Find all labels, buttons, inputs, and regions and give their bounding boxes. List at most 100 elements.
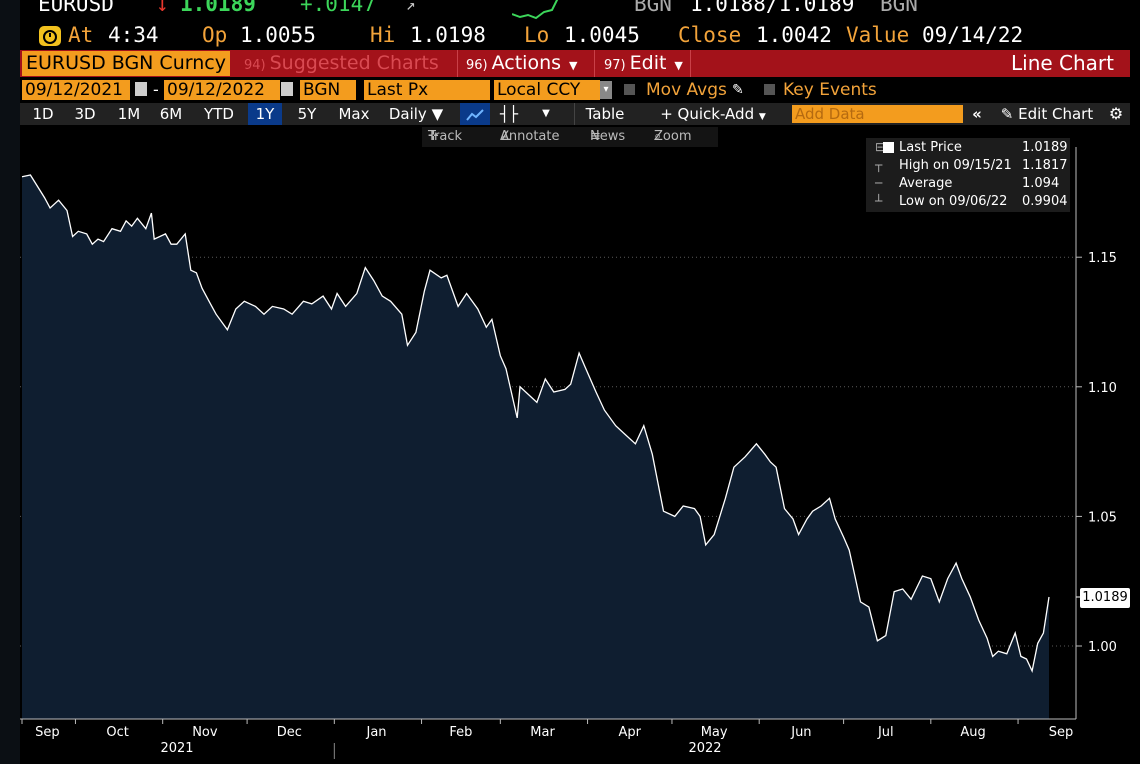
annotate-icon: ∠ xyxy=(500,129,512,144)
chevron-down-icon[interactable]: ▾ xyxy=(600,81,612,99)
toolbar-divider xyxy=(574,103,575,125)
start-date-field[interactable]: 09/12/2021 xyxy=(22,80,130,100)
plus-icon: + xyxy=(660,105,673,123)
security-field[interactable]: EURUSD BGN Curncy xyxy=(22,51,230,76)
high-marker-icon: ┬ xyxy=(875,158,883,172)
y-tick-label: 1.05 xyxy=(1088,510,1117,525)
price-change: +.0147 xyxy=(300,0,376,16)
x-tick-label: May xyxy=(701,725,728,740)
last-price-tag: 1.0189 xyxy=(1080,588,1130,608)
actions-menu[interactable]: 96) Actions ▼ xyxy=(466,50,578,77)
high-value: 1.0198 xyxy=(410,23,486,47)
menu-divider xyxy=(690,50,691,77)
last-price: 1.0189 xyxy=(180,0,256,16)
period-6m[interactable]: 6M xyxy=(159,105,183,123)
key-events-checkbox[interactable] xyxy=(764,84,775,95)
edit-chart-button[interactable]: ✎ Edit Chart xyxy=(992,103,1102,125)
period-1y[interactable]: 1Y xyxy=(248,103,282,125)
suggested-charts-button[interactable]: 94) Suggested Charts xyxy=(244,50,439,77)
value-date: 09/14/22 xyxy=(922,23,1024,47)
legend-average-row: ─ Average 1.094 xyxy=(866,175,1070,192)
chevron-down-icon[interactable]: ▼ xyxy=(542,108,550,119)
period-1d[interactable]: 1D xyxy=(32,105,54,123)
settings-gear-icon[interactable]: ⚙ xyxy=(1108,104,1124,123)
x-tick-label: Oct xyxy=(106,725,128,740)
chart-legend: ⊟ Last Price 1.0189 ┬ High on 09/15/21 1… xyxy=(866,138,1070,212)
x-tick-label: Sep xyxy=(1049,725,1074,740)
open-label: Op xyxy=(202,23,228,47)
calendar-icon[interactable] xyxy=(135,82,147,96)
legend-average-label: Average xyxy=(899,176,953,191)
suggested-charts-label: Suggested Charts xyxy=(269,52,439,74)
period-ytd[interactable]: YTD xyxy=(204,105,234,123)
edit-number: 97) xyxy=(604,58,626,73)
menu-divider xyxy=(594,50,595,77)
legend-last-row: ⊟ Last Price 1.0189 xyxy=(866,139,1070,156)
price-chart[interactable]: 1.15 1.10 1.05 1.00 Sep Oct Nov Dec Jan Feb Mar Apr… xyxy=(0,125,1140,764)
currency-select[interactable]: Local CCY xyxy=(494,80,600,100)
zoom-label: Zoom xyxy=(654,129,692,144)
period-3d[interactable]: 3D xyxy=(74,105,96,123)
chart-toolbar: 1D 3D 1M 6M YTD 1Y 5Y Max Daily ▼ ┤├ ▼ T… xyxy=(20,103,1130,125)
x-tick-label: Jun xyxy=(790,725,811,740)
chart-subtools: ✛ Track ∠ Annotate ≡ News ⌕ Zoom xyxy=(422,127,718,147)
candlestick-icon[interactable]: ┤├ xyxy=(499,105,519,123)
legend-high-value: 1.1817 xyxy=(1022,158,1068,173)
track-label: Track xyxy=(428,129,463,144)
add-data-input[interactable]: Add Data xyxy=(792,105,963,123)
legend-low-value: 0.9904 xyxy=(1022,194,1068,209)
x-tick-label: Jul xyxy=(877,725,894,740)
price-line xyxy=(21,174,1050,673)
period-max[interactable]: Max xyxy=(338,105,370,123)
clock-icon xyxy=(38,25,62,52)
frequency-select[interactable]: Daily ▼ xyxy=(384,103,448,125)
y-tick-label: 1.15 xyxy=(1088,251,1117,266)
high-label: Hi xyxy=(370,23,396,47)
quick-add-button[interactable]: + Quick-Add ▼ xyxy=(650,103,776,125)
chevron-down-icon: ▼ xyxy=(431,105,444,123)
chevron-down-icon: ▼ xyxy=(758,112,766,122)
legend-low-label: Low on 09/06/22 xyxy=(899,194,1008,209)
collapse-icon[interactable]: « xyxy=(972,105,982,123)
line-chart-icon[interactable] xyxy=(460,103,490,125)
collapse-box-icon[interactable]: ⊟ xyxy=(875,140,886,154)
field-select[interactable]: Last Px xyxy=(364,80,490,100)
quote-line-1: EURUSD ↓ 1.0189 +.0147 ↗ BGN 1.0188/1.01… xyxy=(0,0,1140,22)
chevron-down-icon: ▼ xyxy=(674,59,683,72)
period-1m[interactable]: 1M xyxy=(117,105,141,123)
average-marker-icon: ─ xyxy=(875,176,883,190)
legend-high-row: ┬ High on 09/15/21 1.1817 xyxy=(866,157,1070,174)
low-value: 1.0045 xyxy=(564,23,640,47)
quote-source-2: BGN xyxy=(880,0,918,16)
y-tick-label: 1.00 xyxy=(1088,640,1117,655)
end-date-field[interactable]: 09/12/2022 xyxy=(164,80,280,100)
legend-swatch xyxy=(883,142,894,153)
ticker-label: EURUSD xyxy=(38,0,114,16)
menu-bar: EURUSD BGN Curncy 94) Suggested Charts 96… xyxy=(20,50,1130,77)
x-tick-label: Sep xyxy=(35,725,60,740)
legend-last-label: Last Price xyxy=(899,140,962,155)
quote-line-2: At 4:34 Op 1.0055 Hi 1.0198 Lo 1.0045 Cl… xyxy=(0,22,1140,50)
suggested-charts-number: 94) xyxy=(244,58,266,73)
menu-divider xyxy=(457,50,458,77)
year-label: 2021 xyxy=(160,741,193,756)
actions-number: 96) xyxy=(466,58,488,73)
calendar-icon[interactable] xyxy=(281,82,293,96)
pencil-icon: ✎ xyxy=(1000,105,1014,123)
table-button[interactable]: Table xyxy=(585,105,625,123)
edit-menu[interactable]: 97) Edit ▼ xyxy=(604,50,683,77)
mov-avgs-checkbox[interactable] xyxy=(624,84,635,95)
edit-label: Edit xyxy=(629,52,667,74)
legend-average-value: 1.094 xyxy=(1022,176,1060,191)
period-5y[interactable]: 5Y xyxy=(297,105,317,123)
pencil-icon[interactable]: ✎ xyxy=(732,82,744,98)
x-tick-label: Aug xyxy=(960,725,985,740)
price-area xyxy=(22,175,1049,719)
chevron-down-icon: ▼ xyxy=(569,59,578,72)
source-field[interactable]: BGN xyxy=(300,80,356,100)
x-tick-label: Apr xyxy=(619,725,642,740)
chart-type-label[interactable]: Line Chart xyxy=(1011,51,1114,75)
open-value: 1.0055 xyxy=(240,23,316,47)
frequency-label: Daily xyxy=(388,105,427,123)
close-value: 1.0042 xyxy=(756,23,832,47)
